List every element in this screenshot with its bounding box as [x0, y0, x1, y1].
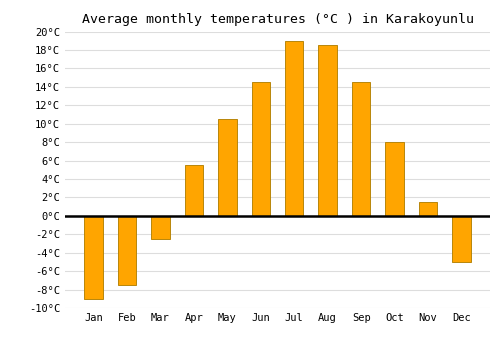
- Bar: [84, 216, 102, 299]
- Bar: [252, 82, 270, 216]
- Bar: [151, 216, 170, 239]
- Bar: [118, 216, 136, 285]
- Title: Average monthly temperatures (°C ) in Karakoyunlu: Average monthly temperatures (°C ) in Ka…: [82, 13, 473, 26]
- Bar: [419, 202, 437, 216]
- Bar: [352, 82, 370, 216]
- Bar: [318, 46, 337, 216]
- Bar: [452, 216, 470, 262]
- Bar: [285, 41, 304, 216]
- Bar: [184, 165, 203, 216]
- Bar: [386, 142, 404, 216]
- Bar: [218, 119, 236, 216]
